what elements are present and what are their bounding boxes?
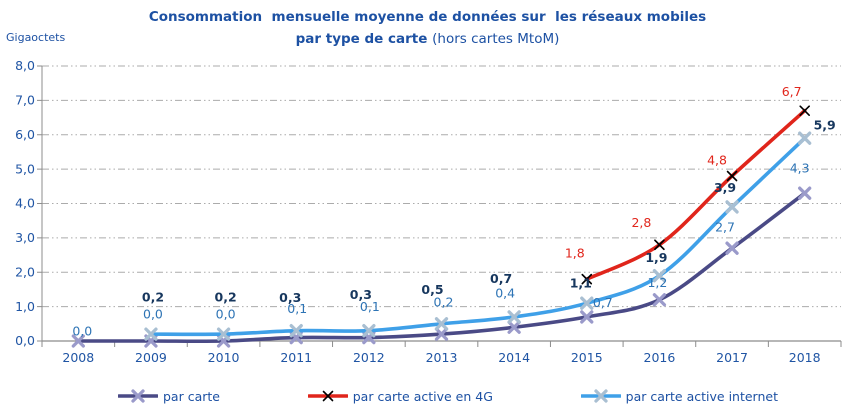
x-tick-label: 2015 xyxy=(571,350,603,365)
data-label: 1,2 xyxy=(647,275,667,290)
data-label: 0,0 xyxy=(72,323,92,338)
y-tick-label: 5,0 xyxy=(15,161,35,176)
series-line-2 xyxy=(149,136,807,337)
data-label: 0,3 xyxy=(350,287,372,302)
data-label: 0,1 xyxy=(287,301,307,316)
data-point-marker xyxy=(725,200,739,214)
data-point-marker xyxy=(362,324,376,338)
data-point-marker xyxy=(131,389,145,403)
data-point-marker xyxy=(798,186,812,200)
data-label: 3,9 xyxy=(714,180,736,195)
legend: par carte par carte active en 4G par car… xyxy=(118,386,778,406)
data-label: 0,3 xyxy=(279,290,301,305)
chart-title-line1: Consommation mensuelle moyenne de donnée… xyxy=(148,9,707,25)
data-point-marker xyxy=(652,293,667,307)
data-label: 2,7 xyxy=(715,219,735,234)
data-label: 2,8 xyxy=(631,215,651,230)
legend-line-sample-internet xyxy=(580,389,621,403)
data-point-marker xyxy=(799,105,810,116)
x-tick-label: 2013 xyxy=(426,350,458,365)
data-point-marker xyxy=(71,334,85,348)
x-tick-label: 2017 xyxy=(716,350,748,365)
chart-title-line2: par type de carte (hors cartes MtoM) xyxy=(0,28,855,50)
data-label: 1,8 xyxy=(565,245,585,260)
data-point-marker xyxy=(434,327,449,341)
data-label: 6,7 xyxy=(782,84,802,99)
data-point-marker xyxy=(580,296,594,310)
data-point-marker xyxy=(581,273,593,285)
data-label: 0,1 xyxy=(360,299,380,314)
data-label: 0,2 xyxy=(215,289,237,304)
y-tick-label: 6,0 xyxy=(15,127,35,142)
data-point-marker xyxy=(725,241,739,255)
x-tick-label: 2014 xyxy=(498,350,530,365)
legend-item-par-carte: par carte xyxy=(118,389,220,404)
x-tick-label: 2008 xyxy=(62,350,94,365)
data-label: 4,3 xyxy=(790,160,810,175)
series-line-1 xyxy=(584,108,807,281)
legend-label-par-carte-active-internet: par carte active internet xyxy=(625,388,778,404)
y-tick-label: 7,0 xyxy=(15,93,35,108)
chart-title-line2-bold: par type de carte xyxy=(295,31,433,47)
data-point-marker xyxy=(322,390,334,402)
y-tick-label: 3,0 xyxy=(15,230,35,245)
x-tick-label: 2011 xyxy=(280,350,312,365)
data-label: 0,7 xyxy=(490,271,512,286)
data-point-marker xyxy=(798,131,812,145)
data-label: 0,2 xyxy=(142,289,164,304)
y-axis-unit-label: Gigaoctets xyxy=(6,31,66,44)
data-label: 0,4 xyxy=(495,286,515,301)
legend-line-sample-4g xyxy=(307,390,348,402)
x-tick-label: 2010 xyxy=(208,350,240,365)
data-label: 1,1 xyxy=(570,275,592,290)
y-tick-label: 4,0 xyxy=(15,196,35,211)
data-point-marker xyxy=(654,239,665,251)
data-label: 1,9 xyxy=(645,250,667,265)
data-point-marker xyxy=(594,389,608,403)
series-line-0 xyxy=(76,191,807,344)
data-label: 0,2 xyxy=(434,294,454,309)
data-point-marker xyxy=(289,324,303,338)
legend-line-sample-par-carte xyxy=(118,389,158,403)
data-point-marker xyxy=(652,269,667,283)
legend-item-par-carte-active-internet: par carte active internet xyxy=(580,388,778,404)
data-point-marker xyxy=(144,327,158,341)
data-point-marker xyxy=(216,327,231,341)
chart-title-line2-regular: (hors cartes MtoM) xyxy=(432,31,560,47)
data-label: 0,5 xyxy=(421,282,443,297)
x-tick-label: 2012 xyxy=(353,350,385,365)
data-point-marker xyxy=(507,310,521,324)
legend-item-par-carte-active-4g: par carte active en 4G xyxy=(307,388,493,404)
x-tick-label: 2009 xyxy=(135,350,167,365)
data-label: 0,0 xyxy=(216,306,236,321)
y-tick-label: 2,0 xyxy=(15,264,35,279)
data-label: 0,0 xyxy=(143,306,163,321)
x-tick-label: 2018 xyxy=(789,350,821,365)
data-label: 4,8 xyxy=(707,152,727,167)
data-point-marker xyxy=(434,317,449,331)
y-tick-label: 0,0 xyxy=(15,333,35,348)
x-tick-label: 2016 xyxy=(644,350,676,365)
data-point-marker xyxy=(726,170,738,182)
chart-title: Consommation mensuelle moyenne de donnée… xyxy=(0,6,855,50)
data-point-marker xyxy=(580,310,594,324)
y-tick-label: 1,0 xyxy=(15,299,35,314)
legend-label-par-carte-active-4g: par carte active en 4G xyxy=(352,388,493,404)
data-label: 0,7 xyxy=(593,295,613,310)
legend-label-par-carte: par carte xyxy=(163,388,220,404)
y-tick-label: 8,0 xyxy=(15,58,35,73)
data-point-marker xyxy=(507,320,521,334)
data-label: 5,9 xyxy=(814,117,836,132)
